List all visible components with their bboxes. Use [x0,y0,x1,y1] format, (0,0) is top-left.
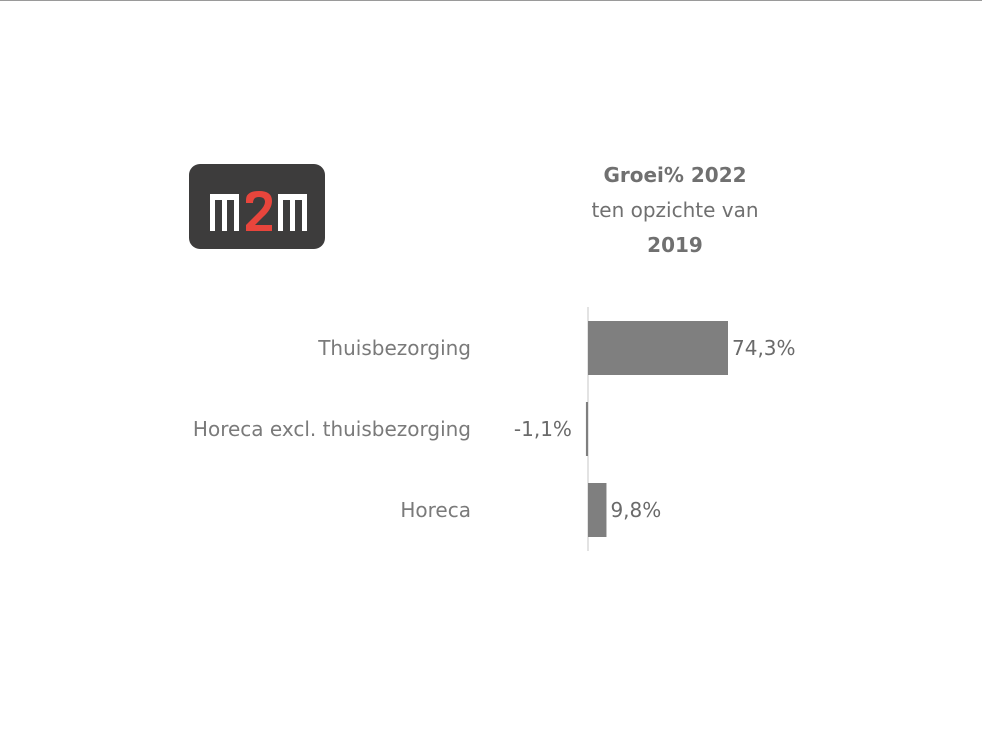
chart-title-line-1: Groei% 2022 [603,163,747,187]
bar-horeca-excl-thuisbezorging [585,402,588,456]
value-label-horeca: 9,8% [610,498,661,522]
value-label-horeca-excl-thuisbezorging: -1,1% [514,417,572,441]
chart-title-line-2: ten opzichte van [591,198,759,222]
category-label-horeca: Horeca [400,498,471,522]
bar-horeca [588,483,607,537]
value-label-thuisbezorging: 74,3% [732,336,796,360]
top-divider [0,0,982,1]
category-label-horeca-excl-thuisbezorging: Horeca excl. thuisbezorging [193,417,471,441]
chart-title: Groei% 2022 ten opzichte van 2019 [560,158,790,263]
m2m-logo [189,164,325,249]
bar-thuisbezorging [588,321,728,375]
m2m-logo-mark [210,191,307,231]
category-label-thuisbezorging: Thuisbezorging [317,336,471,360]
chart-title-line-3: 2019 [647,233,703,257]
